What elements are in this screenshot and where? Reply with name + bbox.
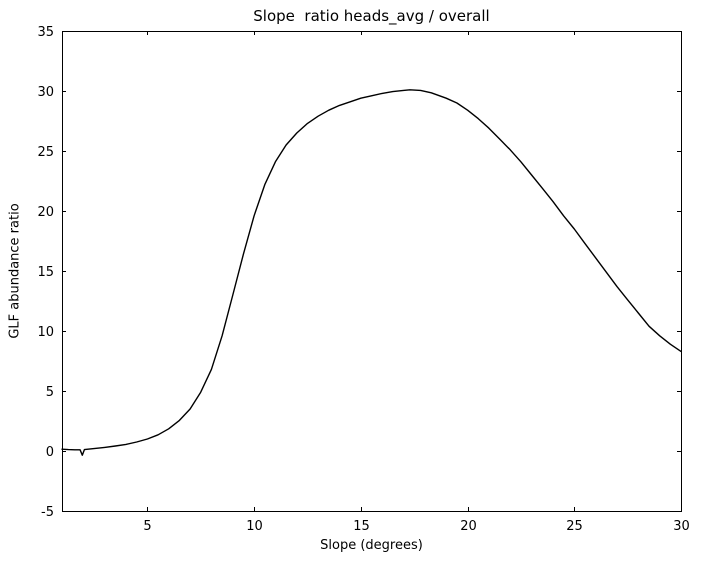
- plot-frame: [62, 31, 682, 512]
- x-tick-label: 30: [673, 519, 690, 534]
- chart-title: Slope ratio heads_avg / overall: [253, 7, 490, 25]
- y-tick-label: 0: [46, 445, 54, 460]
- x-tick-label: 25: [566, 519, 583, 534]
- y-tick-label: 5: [46, 385, 54, 400]
- x-tick-label: 5: [143, 519, 151, 534]
- x-tick-label: 20: [460, 519, 477, 534]
- y-tick-label: 35: [37, 25, 54, 40]
- y-tick-label: 25: [37, 145, 54, 160]
- y-tick-label: 20: [37, 205, 54, 220]
- x-tick-label: 10: [246, 519, 263, 534]
- y-tick-label: 10: [37, 325, 54, 340]
- y-tick-label: 30: [37, 85, 54, 100]
- y-axis-label: GLF abundance ratio: [7, 203, 23, 339]
- x-tick-label: 15: [353, 519, 370, 534]
- y-tick-label: 15: [37, 265, 54, 280]
- y-tick-label: -5: [41, 505, 54, 520]
- data-line: [61, 89, 682, 456]
- x-axis-label: Slope (degrees): [320, 538, 423, 553]
